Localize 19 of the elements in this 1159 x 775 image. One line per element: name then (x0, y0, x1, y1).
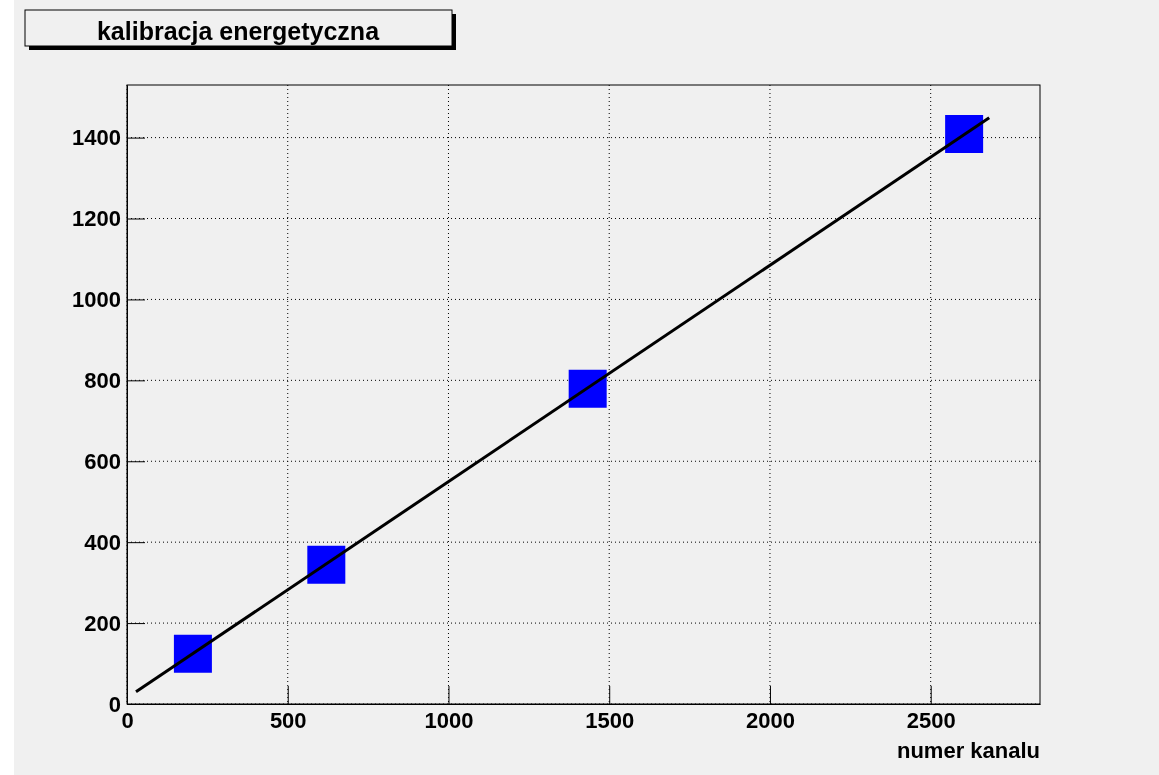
point (945, 114, 984, 153)
x-tick-label: 2000 (745, 707, 795, 733)
point (173, 634, 212, 673)
y-tick-label: 800 (84, 367, 121, 393)
y-tick-label: 1400 (72, 125, 121, 151)
y-tick-label: 600 (84, 448, 121, 474)
y-tick-label: 0 (108, 691, 121, 717)
y-tick-label: 400 (84, 529, 121, 555)
y-tick-label: 200 (84, 610, 121, 636)
x-tick-label: 1500 (585, 707, 635, 733)
x-tick-label: 2500 (906, 707, 956, 733)
chart-title: kalibracja energetyczna (96, 17, 381, 45)
point (568, 369, 607, 408)
x-axis-title: numer kanalu (896, 738, 1040, 763)
point (307, 545, 346, 584)
y-tick-label: 1000 (72, 286, 121, 312)
x-tick-label: 1000 (424, 707, 474, 733)
x-tick-label: 500 (269, 707, 307, 733)
y-tick-label: 1200 (72, 206, 121, 232)
